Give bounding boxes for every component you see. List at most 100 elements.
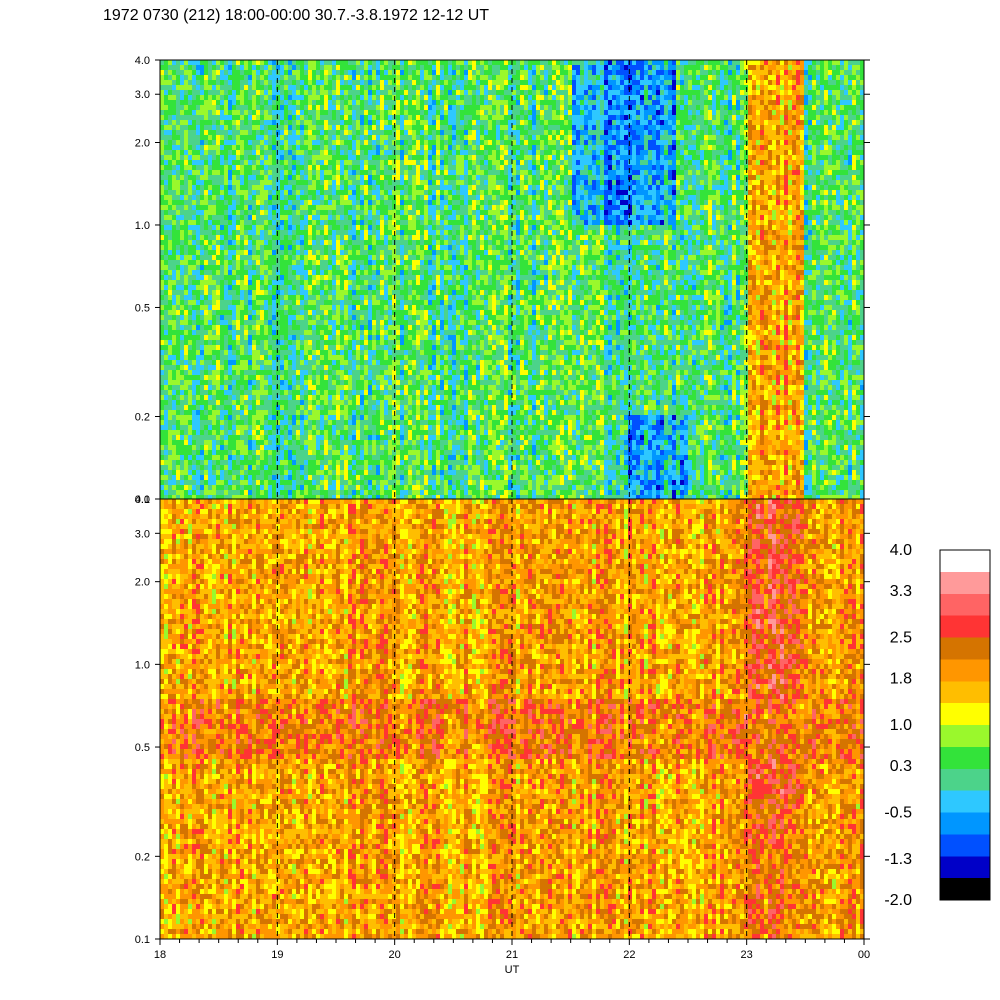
heat-cell xyxy=(332,360,336,365)
heat-cell xyxy=(240,265,244,270)
heat-cell xyxy=(240,165,244,170)
heat-cell xyxy=(268,205,272,210)
heat-cell xyxy=(364,70,368,75)
heat-cell xyxy=(296,90,300,95)
heat-cell xyxy=(256,155,260,160)
heat-cell xyxy=(304,415,308,420)
heat-cell xyxy=(316,420,320,425)
heat-cell xyxy=(228,340,232,345)
heat-cell xyxy=(268,490,272,495)
heat-cell xyxy=(308,445,312,450)
heat-cell xyxy=(380,390,384,395)
heat-cell xyxy=(216,65,220,70)
heat-cell xyxy=(196,135,200,140)
heat-cell xyxy=(204,240,208,245)
heat-cell xyxy=(172,90,176,95)
heat-cell xyxy=(284,105,288,110)
heat-cell xyxy=(228,160,232,165)
heat-cell xyxy=(328,455,332,460)
heat-cell xyxy=(244,395,248,400)
heat-cell xyxy=(176,345,180,350)
heat-cell xyxy=(248,165,252,170)
heat-cell xyxy=(344,405,348,410)
heat-cell xyxy=(248,425,252,430)
heat-cell xyxy=(380,145,384,150)
heat-cell xyxy=(296,175,300,180)
heat-cell xyxy=(332,165,336,170)
heat-cell xyxy=(308,275,312,280)
heat-cell xyxy=(328,190,332,195)
heat-cell xyxy=(168,125,172,130)
heat-cell xyxy=(240,450,244,455)
heat-cell xyxy=(204,430,208,435)
heat-cell xyxy=(316,330,320,335)
heat-cell xyxy=(228,285,232,290)
heat-cell xyxy=(364,65,368,70)
heat-cell xyxy=(172,190,176,195)
heat-cell xyxy=(284,205,288,210)
heat-cell xyxy=(256,345,260,350)
heat-cell xyxy=(264,400,268,405)
heat-cell xyxy=(180,90,184,95)
heat-cell xyxy=(288,385,292,390)
heat-cell xyxy=(300,220,304,225)
heat-cell xyxy=(256,330,260,335)
heat-cell xyxy=(252,70,256,75)
heat-cell xyxy=(336,455,340,460)
heat-cell xyxy=(276,380,280,385)
heat-cell xyxy=(208,320,212,325)
heat-cell xyxy=(256,255,260,260)
heat-cell xyxy=(220,355,224,360)
heat-cell xyxy=(368,155,372,160)
heat-cell xyxy=(196,370,200,375)
heat-cell xyxy=(268,295,272,300)
heat-cell xyxy=(352,395,356,400)
heat-cell xyxy=(308,110,312,115)
heat-cell xyxy=(188,495,192,499)
heat-cell xyxy=(320,440,324,445)
heat-cell xyxy=(212,435,216,440)
heat-cell xyxy=(220,285,224,290)
heat-cell xyxy=(248,375,252,380)
heat-cell xyxy=(348,330,352,335)
heat-cell xyxy=(236,275,240,280)
heat-cell xyxy=(292,415,296,420)
heat-cell xyxy=(268,380,272,385)
heat-cell xyxy=(256,200,260,205)
heat-cell xyxy=(332,180,336,185)
heat-cell xyxy=(356,425,360,430)
heat-cell xyxy=(256,410,260,415)
heat-cell xyxy=(200,250,204,255)
heat-cell xyxy=(176,130,180,135)
heat-cell xyxy=(320,460,324,465)
heat-cell xyxy=(300,415,304,420)
heat-cell xyxy=(204,405,208,410)
heat-cell xyxy=(340,330,344,335)
heat-cell xyxy=(160,445,164,450)
heat-cell xyxy=(376,130,380,135)
heat-cell xyxy=(328,220,332,225)
heat-cell xyxy=(324,360,328,365)
heat-cell xyxy=(232,130,236,135)
heat-cell xyxy=(164,100,168,105)
heat-cell xyxy=(236,300,240,305)
heat-cell xyxy=(284,415,288,420)
heat-cell xyxy=(184,465,188,470)
heat-cell xyxy=(228,310,232,315)
heat-cell xyxy=(176,465,180,470)
heat-cell xyxy=(276,345,280,350)
heat-cell xyxy=(332,110,336,115)
heat-cell xyxy=(232,210,236,215)
heat-cell xyxy=(212,230,216,235)
heat-cell xyxy=(348,405,352,410)
heat-cell xyxy=(296,105,300,110)
heat-cell xyxy=(332,65,336,70)
heat-cell xyxy=(320,160,324,165)
heat-cell xyxy=(332,150,336,155)
heat-cell xyxy=(176,170,180,175)
heat-cell xyxy=(208,420,212,425)
heat-cell xyxy=(312,415,316,420)
heat-cell xyxy=(176,200,180,205)
heat-cell xyxy=(268,285,272,290)
heat-cell xyxy=(164,275,168,280)
